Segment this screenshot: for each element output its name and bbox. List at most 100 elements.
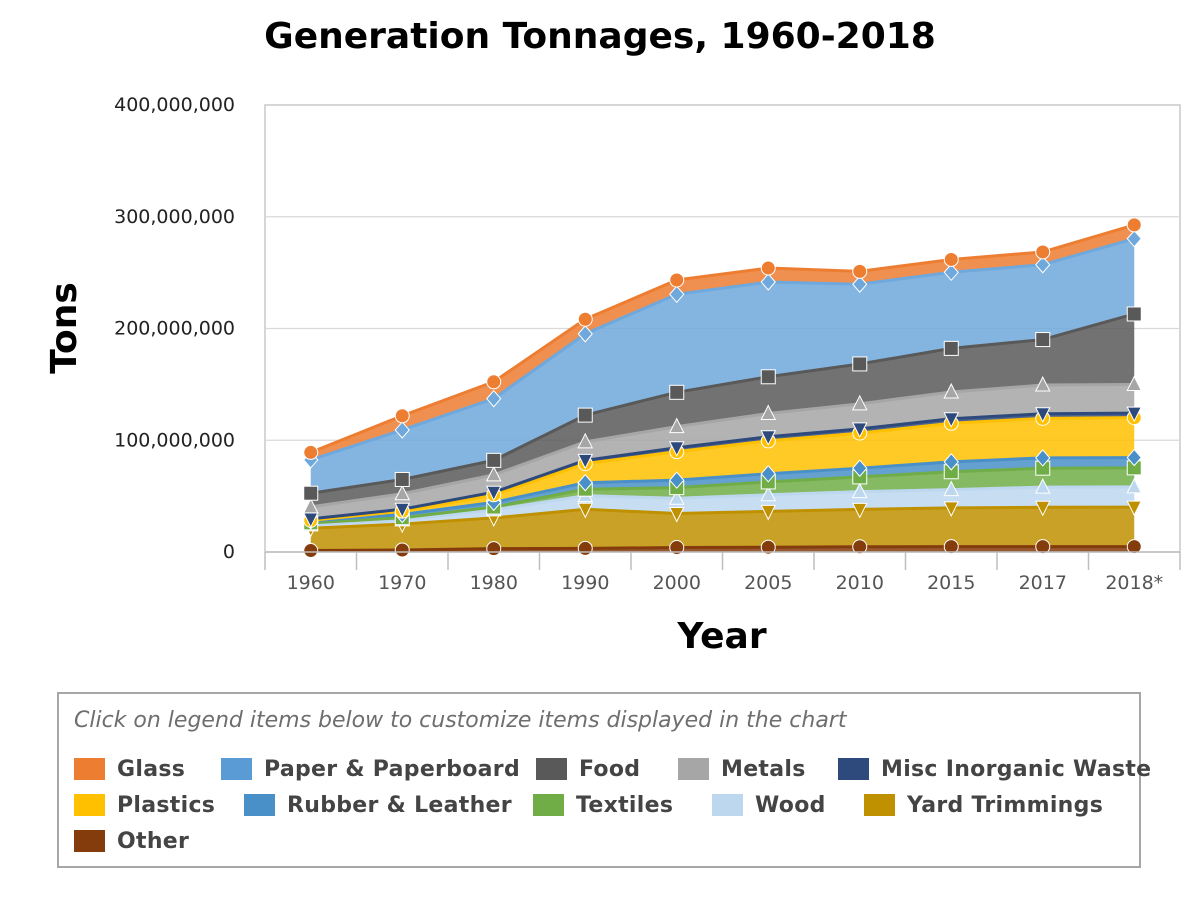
marker-other[interactable] bbox=[852, 539, 868, 555]
marker-glass[interactable] bbox=[760, 260, 776, 276]
marker-food[interactable] bbox=[760, 369, 776, 385]
marker-other[interactable] bbox=[760, 539, 776, 555]
legend-item-other[interactable]: Other bbox=[74, 826, 189, 856]
legend-item-wood[interactable]: Wood bbox=[712, 790, 826, 820]
legend-item-glass[interactable]: Glass bbox=[74, 754, 185, 784]
marker-rubber-leather[interactable] bbox=[943, 453, 959, 471]
marker-yard-trimmings[interactable] bbox=[851, 502, 868, 519]
marker-other[interactable] bbox=[943, 539, 959, 555]
marker-misc-inorganic-waste[interactable] bbox=[577, 453, 594, 470]
legend: Click on legend items below to customize… bbox=[57, 692, 1151, 868]
marker-rubber-leather[interactable] bbox=[1035, 449, 1051, 467]
marker-yard-trimmings[interactable] bbox=[943, 501, 960, 517]
legend-item-misc-inorganic[interactable]: Misc Inorganic Waste bbox=[838, 754, 1151, 784]
marker-food[interactable] bbox=[486, 452, 502, 468]
marker-yard-trimmings[interactable] bbox=[1034, 500, 1051, 517]
marker-rubber-leather[interactable] bbox=[577, 473, 593, 492]
marker-metals[interactable] bbox=[485, 465, 502, 482]
marker-yard-trimmings[interactable] bbox=[668, 506, 685, 523]
marker-food[interactable] bbox=[852, 356, 868, 372]
marker-wood[interactable] bbox=[1034, 477, 1051, 494]
marker-wood[interactable] bbox=[851, 482, 868, 499]
x-tick-label: 1970 bbox=[378, 572, 426, 594]
marker-glass[interactable] bbox=[852, 263, 868, 279]
marker-glass[interactable] bbox=[486, 374, 502, 390]
marker-paper-paperboard[interactable] bbox=[1126, 229, 1142, 248]
marker-metals[interactable] bbox=[943, 382, 960, 399]
marker-misc-inorganic-waste[interactable] bbox=[851, 422, 868, 438]
marker-misc-inorganic-waste[interactable] bbox=[943, 412, 960, 428]
marker-metals[interactable] bbox=[668, 417, 685, 434]
marker-misc-inorganic-waste[interactable] bbox=[394, 502, 411, 519]
marker-other[interactable] bbox=[1126, 539, 1142, 555]
legend-swatch bbox=[838, 758, 869, 780]
marker-paper-paperboard[interactable] bbox=[486, 389, 502, 408]
marker-food[interactable] bbox=[394, 471, 410, 487]
marker-glass[interactable] bbox=[943, 251, 959, 267]
marker-other[interactable] bbox=[303, 543, 319, 559]
marker-yard-trimmings[interactable] bbox=[1126, 500, 1143, 517]
marker-other[interactable] bbox=[669, 540, 685, 556]
marker-misc-inorganic-waste[interactable] bbox=[1034, 407, 1051, 423]
marker-wood[interactable] bbox=[943, 480, 960, 497]
marker-food[interactable] bbox=[943, 340, 959, 356]
marker-rubber-leather[interactable] bbox=[760, 465, 776, 483]
marker-paper-paperboard[interactable] bbox=[577, 325, 593, 343]
line-textiles bbox=[310, 466, 1135, 525]
marker-paper-paperboard[interactable] bbox=[760, 273, 776, 291]
marker-food[interactable] bbox=[1126, 306, 1142, 322]
marker-glass[interactable] bbox=[669, 272, 685, 288]
marker-metals[interactable] bbox=[394, 484, 411, 501]
y-tick-label: 100,000,000 bbox=[114, 429, 235, 451]
marker-paper-paperboard[interactable] bbox=[669, 285, 685, 304]
marker-misc-inorganic-waste[interactable] bbox=[760, 430, 777, 446]
x-tick-label: 2018* bbox=[1105, 572, 1163, 594]
marker-glass[interactable] bbox=[394, 408, 410, 424]
marker-metals[interactable] bbox=[851, 394, 868, 411]
marker-metals[interactable] bbox=[577, 432, 594, 449]
legend-label: Other bbox=[117, 828, 190, 854]
marker-yard-trimmings[interactable] bbox=[760, 504, 777, 521]
marker-metals[interactable] bbox=[302, 497, 319, 514]
marker-paper-paperboard[interactable] bbox=[852, 275, 868, 294]
legend-item-textiles[interactable]: Textiles bbox=[533, 790, 673, 820]
marker-glass[interactable] bbox=[1126, 217, 1142, 233]
marker-misc-inorganic-waste[interactable] bbox=[668, 441, 685, 457]
marker-misc-inorganic-waste[interactable] bbox=[1126, 406, 1143, 423]
marker-rubber-leather[interactable] bbox=[852, 459, 868, 477]
area-plastics bbox=[310, 417, 1135, 521]
marker-misc-inorganic-waste[interactable] bbox=[485, 485, 502, 502]
marker-other[interactable] bbox=[394, 542, 410, 558]
marker-rubber-leather[interactable] bbox=[669, 471, 685, 489]
marker-other[interactable] bbox=[1035, 539, 1051, 555]
area-metals bbox=[310, 384, 1135, 519]
marker-wood[interactable] bbox=[760, 485, 777, 502]
marker-paper-paperboard[interactable] bbox=[1035, 255, 1051, 274]
marker-yard-trimmings[interactable] bbox=[577, 502, 594, 519]
legend-item-plastics[interactable]: Plastics bbox=[74, 790, 215, 820]
marker-metals[interactable] bbox=[760, 404, 777, 421]
marker-glass[interactable] bbox=[1035, 244, 1051, 260]
marker-wood[interactable] bbox=[1126, 477, 1143, 494]
line-misc-inorganic-waste bbox=[310, 411, 1135, 521]
legend-item-food[interactable]: Food bbox=[536, 754, 640, 784]
marker-glass[interactable] bbox=[577, 311, 593, 327]
legend-item-paper[interactable]: Paper & Paperboard bbox=[221, 754, 520, 784]
marker-other[interactable] bbox=[486, 541, 502, 557]
marker-paper-paperboard[interactable] bbox=[394, 421, 410, 439]
x-tick-label: 2017 bbox=[1019, 572, 1067, 594]
marker-food[interactable] bbox=[1035, 332, 1051, 348]
marker-glass[interactable] bbox=[303, 444, 319, 460]
legend-item-metals[interactable]: Metals bbox=[678, 754, 806, 784]
marker-paper-paperboard[interactable] bbox=[943, 263, 959, 282]
marker-wood[interactable] bbox=[668, 489, 685, 505]
marker-food[interactable] bbox=[577, 407, 593, 423]
legend-item-yard-trimmings[interactable]: Yard Trimmings bbox=[864, 790, 1103, 820]
marker-food[interactable] bbox=[303, 485, 319, 501]
marker-rubber-leather[interactable] bbox=[1126, 448, 1142, 467]
legend-item-rubber-leather[interactable]: Rubber & Leather bbox=[244, 790, 512, 820]
marker-metals[interactable] bbox=[1034, 375, 1051, 392]
marker-metals[interactable] bbox=[1126, 375, 1143, 391]
marker-other[interactable] bbox=[577, 540, 593, 556]
marker-food[interactable] bbox=[669, 384, 685, 400]
